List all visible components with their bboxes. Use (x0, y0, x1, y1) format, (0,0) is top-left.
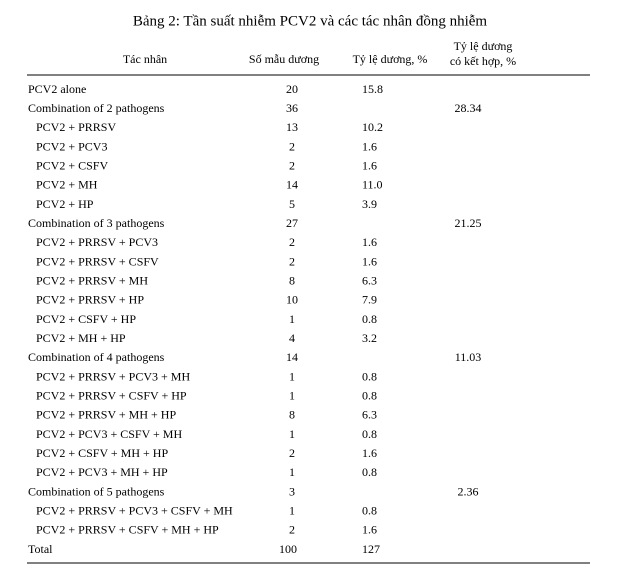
combined-cell: 2.36 (458, 484, 479, 498)
row-label: PCV2 + PRRSV + HP (36, 293, 144, 307)
count-cell: 1 (289, 388, 295, 402)
header-cell: có kết hợp, % (450, 54, 516, 68)
row-label: PCV2 + PRRSV + PCV3 + CSFV + MH (36, 503, 233, 517)
count-cell: 27 (286, 216, 298, 230)
percent-cell: 1.6 (362, 158, 377, 172)
percent-cell: 11.0 (362, 178, 383, 192)
row-label: PCV2 + HP (36, 197, 94, 211)
percent-cell: 3.2 (362, 331, 377, 345)
row-label: PCV2 + PRRSV (36, 120, 116, 134)
row-label: PCV2 + PCV3 (36, 139, 107, 153)
percent-cell: 3.9 (362, 197, 377, 211)
row-label: PCV2 + MH + HP (36, 331, 126, 345)
count-cell: 14 (286, 178, 298, 192)
row-label: PCV2 + PRRSV + PCV3 + MH (36, 369, 190, 383)
combined-cell: 11.03 (455, 350, 482, 364)
group-label: PCV2 alone (28, 82, 86, 96)
table-title: Bảng 2: Tần suất nhiễm PCV2 và các tác n… (133, 13, 488, 29)
count-cell: 2 (289, 235, 295, 249)
percent-cell: 6.3 (362, 273, 377, 287)
count-cell: 13 (286, 120, 298, 134)
row-label: PCV2 + PRRSV + CSFV + MH + HP (36, 523, 219, 537)
percent-cell: 0.8 (362, 388, 377, 402)
percent-cell: 1.6 (362, 235, 377, 249)
count-cell: 4 (289, 331, 295, 345)
percent-cell: 1.6 (362, 446, 377, 460)
percent-cell: 0.8 (362, 503, 377, 517)
count-cell: 14 (286, 350, 298, 364)
count-cell: 2 (289, 523, 295, 537)
percent-cell: 1.6 (362, 139, 377, 153)
count-cell: 8 (289, 408, 295, 422)
count-cell: 8 (289, 273, 295, 287)
percent-cell: 0.8 (362, 369, 377, 383)
percent-cell: 0.8 (362, 312, 377, 326)
count-cell: 1 (289, 503, 295, 517)
row-label: PCV2 + PCV3 + MH + HP (36, 465, 168, 479)
row-label: PCV2 + MH (36, 178, 98, 192)
count-cell: 1 (289, 369, 295, 383)
group-label: Combination of 3 pathogens (28, 216, 165, 230)
count-cell: 1 (289, 312, 295, 326)
count-cell: 20 (286, 82, 298, 96)
percent-cell: 0.8 (362, 427, 377, 441)
count-cell: 2 (289, 446, 295, 460)
row-label: PCV2 + PRRSV + CSFV (36, 254, 159, 268)
percent-cell: 7.9 (362, 293, 377, 307)
count-cell: 2 (289, 254, 295, 268)
count-cell: 2 (289, 139, 295, 153)
percent-cell: 1.6 (362, 523, 377, 537)
total-label: Total (28, 542, 53, 556)
row-label: PCV2 + PRRSV + MH (36, 273, 148, 287)
header-cell: Tỷ lệ dương (454, 39, 513, 53)
count-cell: 100 (279, 542, 297, 556)
row-label: PCV2 + CSFV + MH + HP (36, 446, 168, 460)
group-label: Combination of 4 pathogens (28, 350, 165, 364)
count-cell: 3 (289, 484, 295, 498)
header-cell: Tác nhân (123, 52, 167, 66)
count-cell: 10 (286, 293, 298, 307)
percent-cell: 6.3 (362, 408, 377, 422)
row-label: PCV2 + CSFV (36, 158, 108, 172)
count-cell: 36 (286, 101, 298, 115)
count-cell: 1 (289, 465, 295, 479)
row-label: PCV2 + PRRSV + CSFV + HP (36, 388, 187, 402)
header-cell: Tỷ lệ dương, % (353, 52, 428, 66)
count-cell: 2 (289, 158, 295, 172)
row-label: PCV2 + CSFV + HP (36, 312, 136, 326)
count-cell: 1 (289, 427, 295, 441)
row-label: PCV2 + PRRSV + PCV3 (36, 235, 158, 249)
header-cell: Số mẫu dương (249, 52, 319, 66)
count-cell: 5 (289, 197, 295, 211)
combined-cell: 21.25 (455, 216, 482, 230)
percent-cell: 127 (362, 542, 380, 556)
percent-cell: 15.8 (362, 82, 383, 96)
group-label: Combination of 2 pathogens (28, 101, 165, 115)
percent-cell: 1.6 (362, 254, 377, 268)
combined-cell: 28.34 (455, 101, 482, 115)
row-label: PCV2 + PRRSV + MH + HP (36, 408, 176, 422)
row-label: PCV2 + PCV3 + CSFV + MH (36, 427, 182, 441)
percent-cell: 10.2 (362, 120, 383, 134)
group-label: Combination of 5 pathogens (28, 484, 165, 498)
percent-cell: 0.8 (362, 465, 377, 479)
